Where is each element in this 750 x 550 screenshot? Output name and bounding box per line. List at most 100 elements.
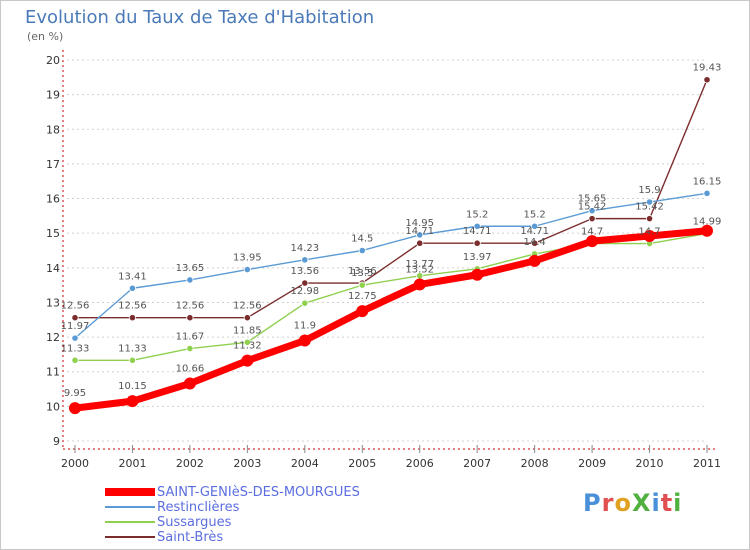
data-point xyxy=(128,356,137,364)
x-tick-label: 2006 xyxy=(406,457,434,470)
data-point xyxy=(69,402,81,415)
x-tick-label: 2000 xyxy=(61,457,89,470)
data-label: 15.42 xyxy=(578,202,607,213)
data-point xyxy=(588,207,596,215)
data-point xyxy=(358,246,366,255)
data-point xyxy=(588,215,596,223)
data-label: 14.23 xyxy=(290,243,319,254)
x-tick-label: 2010 xyxy=(636,457,664,470)
data-label: 14.71 xyxy=(405,226,434,237)
data-point xyxy=(298,334,311,347)
data-point xyxy=(643,229,656,242)
data-label: 14.5 xyxy=(351,234,373,245)
data-label: 16.15 xyxy=(693,176,722,187)
data-point xyxy=(71,356,79,364)
data-label: 13.95 xyxy=(233,253,262,264)
data-point xyxy=(416,239,424,247)
legend-swatch xyxy=(105,536,155,538)
data-label: 13.56 xyxy=(290,266,319,277)
data-point xyxy=(703,76,711,84)
data-point xyxy=(186,276,194,284)
data-label: 11.9 xyxy=(294,321,316,332)
chart-title: Evolution du Taux de Taxe d'Habitation xyxy=(25,7,375,28)
data-label: 11.97 xyxy=(61,321,90,332)
data-label: 12.75 xyxy=(348,291,377,302)
legend-label: SAINT-GENIèS-DES-MOURGUES xyxy=(157,485,360,500)
data-label: 14.71 xyxy=(463,226,492,237)
series-line xyxy=(74,227,708,412)
data-point xyxy=(301,256,309,264)
data-point xyxy=(243,338,251,346)
data-label: 14.99 xyxy=(693,217,722,228)
data-point xyxy=(126,395,139,408)
data-point xyxy=(703,189,711,197)
x-tick-label: 2011 xyxy=(693,457,721,470)
data-label: 11.33 xyxy=(61,343,90,354)
data-point xyxy=(586,235,599,248)
data-point xyxy=(645,215,654,223)
data-label: 12.56 xyxy=(233,301,262,312)
series-line xyxy=(74,192,708,339)
data-point xyxy=(241,354,254,367)
data-label: 12.56 xyxy=(176,301,205,312)
data-label: 14.4 xyxy=(524,237,546,248)
data-label: 15.42 xyxy=(635,202,664,213)
y-tick-label: 10 xyxy=(46,400,60,413)
y-tick-label: 11 xyxy=(46,366,60,379)
data-label: 14.95 xyxy=(405,218,434,229)
legend-label: Sussargues xyxy=(157,515,232,530)
data-point xyxy=(356,305,369,318)
data-label: 11.32 xyxy=(233,341,262,352)
proxiti-logo: ProXiti xyxy=(583,489,682,517)
legend-label: Restinclières xyxy=(157,500,240,515)
y-tick-label: 19 xyxy=(46,89,60,102)
y-tick-label: 12 xyxy=(46,331,60,344)
series-line xyxy=(75,79,708,319)
y-tick-label: 14 xyxy=(46,262,60,275)
y-tick-label: 17 xyxy=(46,158,60,171)
data-point xyxy=(186,314,194,322)
logo-letter: X xyxy=(631,489,652,517)
data-label: 15.2 xyxy=(524,209,546,220)
y-tick-label: 9 xyxy=(53,435,60,448)
legend-swatch xyxy=(105,521,155,523)
x-tick-label: 2003 xyxy=(233,457,261,470)
legend-swatch xyxy=(105,506,155,508)
data-point xyxy=(473,239,481,247)
data-point xyxy=(531,222,539,230)
data-label: 11.33 xyxy=(118,343,147,354)
data-label: 14.7 xyxy=(638,227,660,238)
data-label: 15.2 xyxy=(466,209,488,220)
data-point xyxy=(413,278,426,291)
data-point xyxy=(645,198,654,206)
data-point xyxy=(71,334,79,342)
data-point xyxy=(71,314,79,322)
x-tick-label: 2001 xyxy=(118,457,146,470)
x-tick-label: 2008 xyxy=(521,457,549,470)
data-label: 13.56 xyxy=(348,266,377,277)
data-label: 13.5 xyxy=(351,268,373,279)
logo-letter: t xyxy=(660,489,674,517)
data-label: 11.67 xyxy=(176,332,205,343)
data-label: 15.9 xyxy=(638,185,660,196)
data-label: 11.85 xyxy=(233,325,262,336)
data-label: 12.56 xyxy=(61,301,90,312)
data-point xyxy=(301,299,309,307)
data-label: 13.65 xyxy=(176,263,205,274)
x-tick-label: 2009 xyxy=(578,457,606,470)
data-label: 15.65 xyxy=(578,194,607,205)
data-point xyxy=(128,284,137,292)
data-point xyxy=(243,314,251,322)
data-point xyxy=(701,224,713,237)
data-point xyxy=(358,281,366,289)
data-point xyxy=(471,268,484,281)
data-label: 14.71 xyxy=(520,226,549,237)
data-label: 13.52 xyxy=(405,264,434,275)
data-point xyxy=(301,279,309,287)
data-label: 14.7 xyxy=(581,227,603,238)
y-tick-label: 18 xyxy=(46,123,60,136)
data-label: 13.97 xyxy=(463,252,492,263)
data-point xyxy=(528,254,541,267)
